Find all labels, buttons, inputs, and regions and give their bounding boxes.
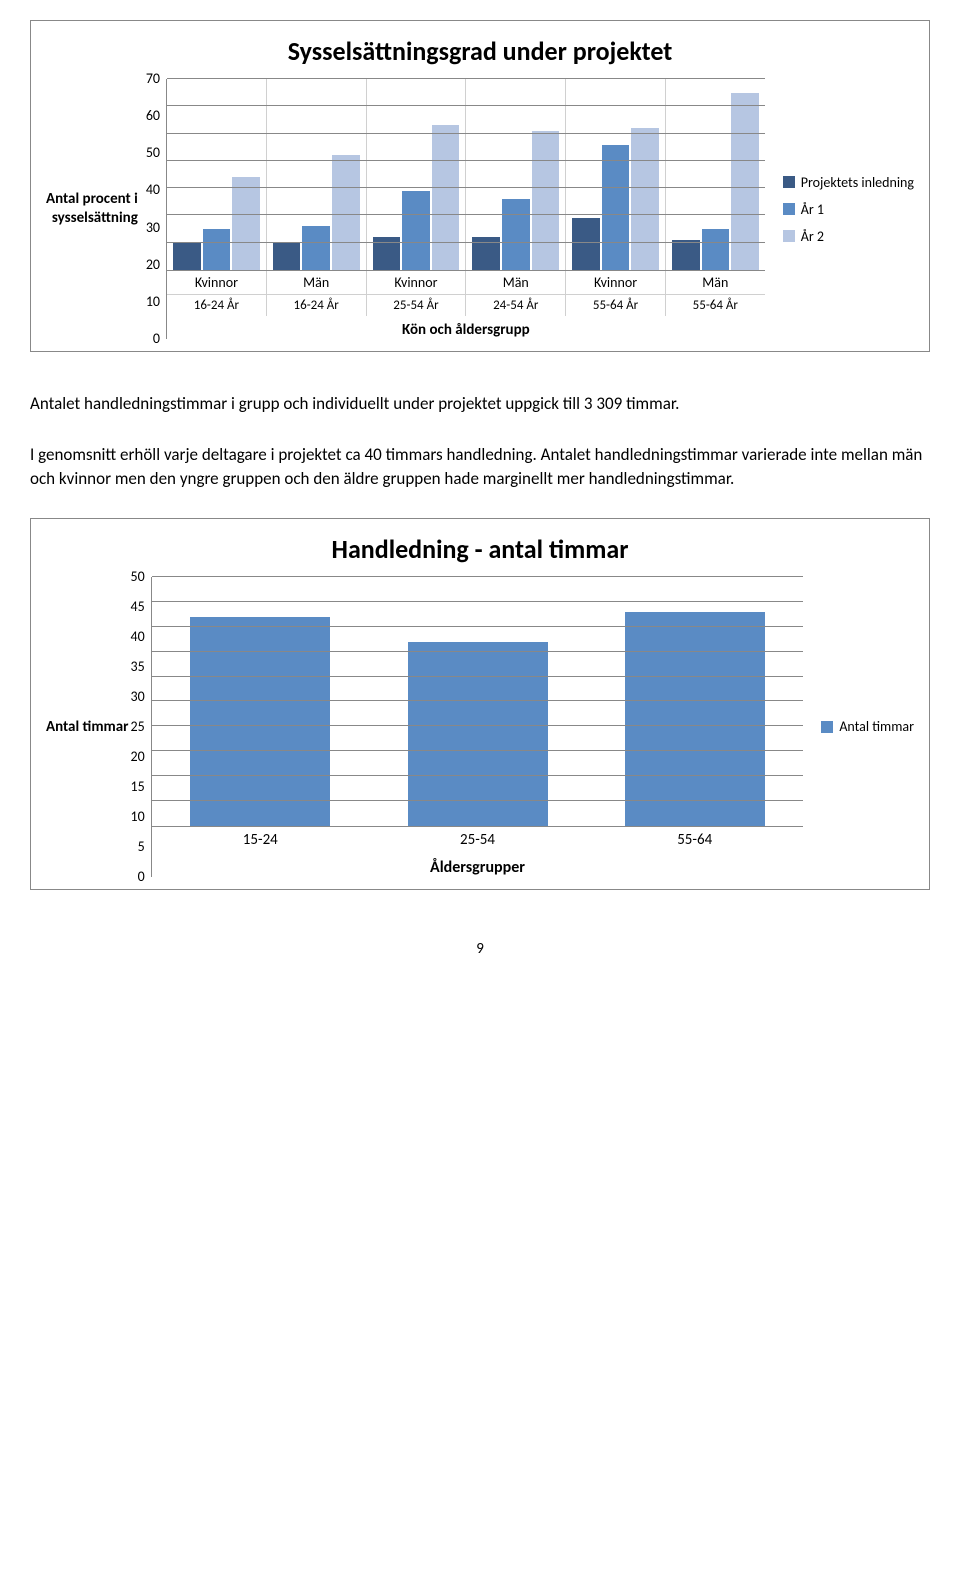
chart1-container: Sysselsättningsgrad under projektet Anta… bbox=[30, 20, 930, 352]
chart2-x-labels: 15-2425-5455-64 bbox=[151, 827, 804, 853]
chart1-x-top-cell: Män bbox=[666, 271, 765, 294]
chart1-x-bottom-cell: 16-24 År bbox=[167, 294, 267, 316]
chart1-x-bottom-cell: 25-54 År bbox=[367, 294, 467, 316]
chart2-bar bbox=[190, 617, 330, 826]
chart1-bar bbox=[572, 218, 600, 270]
chart1-legend-item: Projektets inledning bbox=[783, 174, 914, 191]
chart1-bar bbox=[273, 243, 301, 270]
chart1-plot-wrap: KvinnorMänKvinnorMänKvinnorMän 16-24 År1… bbox=[166, 79, 765, 339]
chart1-bar bbox=[532, 131, 560, 270]
chart1-title: Sysselsättningsgrad under projektet bbox=[46, 35, 914, 67]
chart2-x-cell: 55-64 bbox=[586, 827, 803, 853]
chart1-y-label: Antal procent i sysselsättning bbox=[46, 79, 146, 339]
chart1-gridline bbox=[167, 214, 765, 215]
chart1-x-bottom-cell: 16-24 År bbox=[267, 294, 367, 316]
chart1-bar bbox=[302, 226, 330, 270]
chart1-x-top-cell: Kvinnor bbox=[566, 271, 666, 294]
chart1-bar bbox=[232, 177, 260, 270]
chart2-legend-item: Antal timmar bbox=[821, 718, 914, 735]
chart2-legend: Antal timmar bbox=[803, 577, 914, 877]
chart2-body: Antal timmar 50454035302520151050 15-242… bbox=[46, 577, 914, 877]
chart2-x-cell: 15-24 bbox=[152, 827, 369, 853]
chart1-legend-label: År 1 bbox=[801, 201, 824, 218]
chart2-group bbox=[369, 577, 586, 826]
chart1-bar bbox=[731, 93, 759, 270]
chart1-legend-label: Projektets inledning bbox=[801, 174, 914, 191]
chart1-y-ticks: 706050403020100 bbox=[146, 79, 166, 339]
chart2-gridline bbox=[152, 800, 804, 801]
chart1-swatch bbox=[783, 176, 795, 188]
chart2-gridline bbox=[152, 651, 804, 652]
chart2-title: Handledning - antal timmar bbox=[46, 533, 914, 565]
chart2-gridline bbox=[152, 676, 804, 677]
chart2-gridline bbox=[152, 626, 804, 627]
chart1-x-bottom-cell: 55-64 År bbox=[566, 294, 666, 316]
chart1-bar bbox=[203, 229, 231, 270]
chart1-swatch bbox=[783, 203, 795, 215]
chart2-container: Handledning - antal timmar Antal timmar … bbox=[30, 518, 930, 890]
chart2-legend-label: Antal timmar bbox=[839, 718, 914, 735]
chart2-plot-wrap: 15-2425-5455-64 Åldersgrupper bbox=[151, 577, 804, 877]
chart1-x-caption: Kön och åldersgrupp bbox=[166, 316, 765, 339]
chart2-y-ticks: 50454035302520151050 bbox=[130, 577, 150, 877]
chart1-x-top-cell: Kvinnor bbox=[367, 271, 467, 294]
chart1-x-top-cell: Kvinnor bbox=[167, 271, 267, 294]
chart1-gridline bbox=[167, 187, 765, 188]
chart1-gridline bbox=[167, 78, 765, 79]
chart2-swatch bbox=[821, 721, 833, 733]
chart2-plot-area bbox=[151, 577, 804, 827]
chart1-legend-item: År 2 bbox=[783, 228, 914, 245]
chart2-gridline bbox=[152, 700, 804, 701]
chart2-gridline bbox=[152, 725, 804, 726]
chart2-x-cell: 25-54 bbox=[369, 827, 586, 853]
paragraph-2: I genomsnitt erhöll varje deltagare i pr… bbox=[30, 443, 930, 492]
chart1-bar bbox=[432, 125, 460, 270]
chart1-plot-area bbox=[166, 79, 765, 271]
chart2-y-label: Antal timmar bbox=[46, 577, 130, 877]
chart1-body: Antal procent i sysselsättning 706050403… bbox=[46, 79, 914, 339]
chart2-bar bbox=[625, 612, 765, 826]
chart1-x-labels-bottom: 16-24 År16-24 År25-54 År24-54 År55-64 År… bbox=[166, 294, 765, 316]
chart1-bar bbox=[332, 155, 360, 270]
chart2-gridline bbox=[152, 601, 804, 602]
chart1-gridline bbox=[167, 105, 765, 106]
chart1-bar bbox=[631, 128, 659, 270]
chart1-bar bbox=[602, 145, 630, 271]
chart2-bar bbox=[408, 642, 548, 826]
chart1-bar bbox=[672, 240, 700, 270]
chart1-bar bbox=[173, 243, 201, 270]
chart1-swatch bbox=[783, 230, 795, 242]
chart1-gridline bbox=[167, 133, 765, 134]
chart1-bar bbox=[702, 229, 730, 270]
chart1-x-top-cell: Män bbox=[267, 271, 367, 294]
chart1-legend: Projektets inledning År 1 År 2 bbox=[765, 79, 914, 339]
chart2-x-caption: Åldersgrupper bbox=[151, 853, 804, 877]
chart2-gridline bbox=[152, 775, 804, 776]
chart2-group bbox=[152, 577, 369, 826]
paragraph-1: Antalet handledningstimmar i grupp och i… bbox=[30, 392, 930, 417]
chart1-legend-item: År 1 bbox=[783, 201, 914, 218]
chart1-x-bottom-cell: 24-54 År bbox=[466, 294, 566, 316]
chart2-gridline bbox=[152, 576, 804, 577]
chart1-legend-label: År 2 bbox=[801, 228, 824, 245]
chart1-x-bottom-cell: 55-64 År bbox=[666, 294, 765, 316]
chart1-gridline bbox=[167, 160, 765, 161]
chart2-groups-row bbox=[152, 577, 804, 826]
chart1-gridline bbox=[167, 242, 765, 243]
chart2-group bbox=[586, 577, 803, 826]
page-number: 9 bbox=[30, 940, 930, 958]
chart2-gridline bbox=[152, 750, 804, 751]
chart1-x-top-cell: Män bbox=[466, 271, 566, 294]
chart1-bar bbox=[402, 191, 430, 270]
chart1-x-labels-top: KvinnorMänKvinnorMänKvinnorMän bbox=[166, 271, 765, 294]
chart1-bar bbox=[502, 199, 530, 270]
